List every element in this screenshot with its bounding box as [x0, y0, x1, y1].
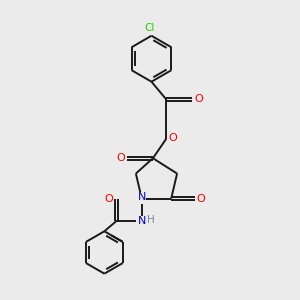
Text: O: O — [116, 153, 125, 163]
Text: O: O — [104, 194, 113, 205]
Text: N: N — [138, 192, 146, 203]
Text: H: H — [147, 215, 155, 225]
Text: O: O — [194, 94, 203, 104]
Text: N: N — [138, 216, 146, 226]
Text: O: O — [197, 194, 206, 204]
Text: O: O — [168, 133, 177, 143]
Text: Cl: Cl — [145, 22, 155, 32]
